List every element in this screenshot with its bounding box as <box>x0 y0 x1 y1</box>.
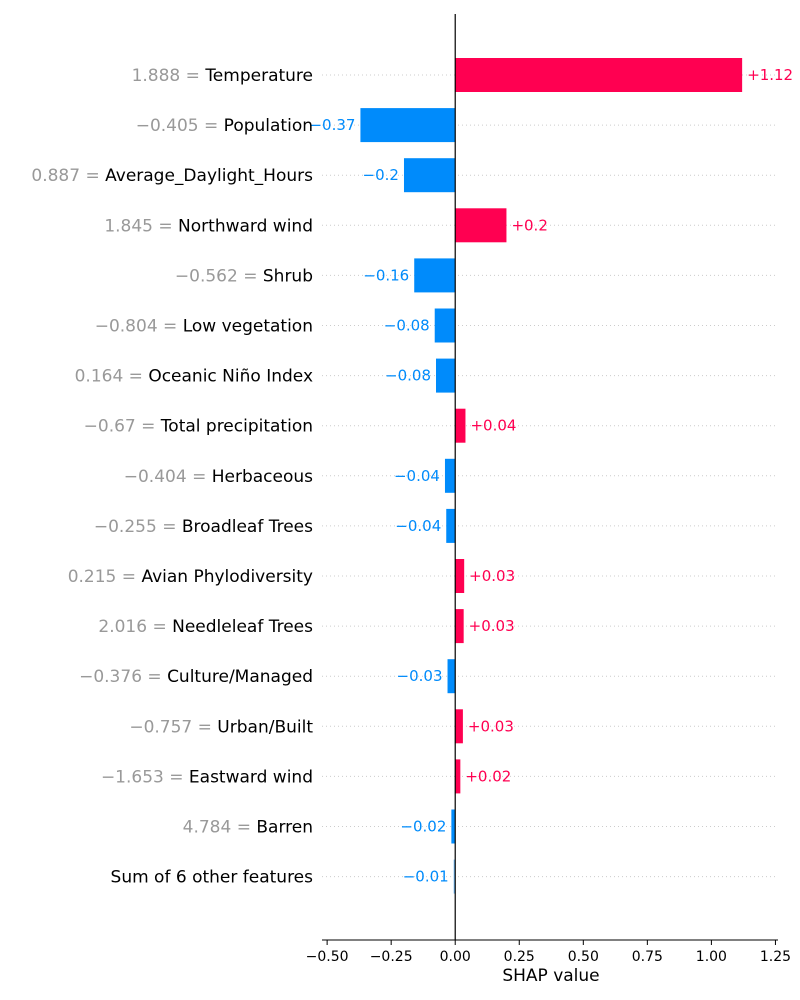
feature-value: 2.016 = <box>98 617 172 637</box>
bar-value-label: −0.04 <box>394 467 440 485</box>
feature-value: −0.757 = <box>129 717 217 737</box>
bar-value-label: −0.03 <box>397 667 443 685</box>
feature-value: −0.67 = <box>84 417 161 437</box>
x-tick-label: −0.25 <box>370 949 413 965</box>
x-tick-label: −0.50 <box>306 949 349 965</box>
bar-value-label: +0.03 <box>468 717 514 735</box>
bar-value-label: +1.12 <box>747 66 793 84</box>
feature-name: Average_Daylight_Hours <box>105 166 313 186</box>
feature-labels: 1.888 = Temperature −0.405 = Population 0.… <box>31 66 313 888</box>
bar <box>451 809 456 844</box>
bar <box>455 559 465 593</box>
feature-value: 4.784 = <box>183 818 257 838</box>
bars <box>360 58 743 894</box>
bar-value-label: −0.2 <box>363 166 399 184</box>
x-tick-label: 0.50 <box>568 949 599 965</box>
feature-label: −0.376 = Culture/Managed <box>79 667 313 687</box>
bar <box>446 508 456 543</box>
bar <box>455 759 461 794</box>
feature-label: 2.016 = Needleleaf Trees <box>98 617 313 637</box>
feature-value: 1.888 = <box>132 66 206 86</box>
feature-label: −0.562 = Shrub <box>175 266 313 286</box>
feature-name: Needleleaf Trees <box>172 617 313 637</box>
feature-value: −0.804 = <box>95 317 183 337</box>
x-tick-label: 0.75 <box>632 949 663 965</box>
row-gridlines <box>322 74 778 878</box>
feature-label: 0.215 = Avian Phylodiversity <box>68 567 313 587</box>
x-axis-ticks: −0.50 −0.25 0.00 0.25 0.50 0.75 1.00 1.25 <box>306 940 791 965</box>
feature-value: −0.255 = <box>94 517 182 537</box>
feature-value: −0.376 = <box>79 667 167 687</box>
feature-name: Population <box>224 116 313 136</box>
bar-value-label: −0.08 <box>385 367 431 385</box>
bar <box>444 458 456 493</box>
feature-value: −0.405 = <box>136 116 224 136</box>
feature-label: −0.67 = Total precipitation <box>84 417 313 437</box>
feature-name: Herbaceous <box>212 467 313 487</box>
bar <box>403 158 456 193</box>
feature-value: 0.164 = <box>75 367 149 387</box>
bar <box>414 258 456 293</box>
bar-value-labels: +1.12 −0.37 −0.2 +0.2 −0.16 −0.08 −0.08 +0.04 −0… <box>309 66 793 886</box>
bar <box>436 358 456 393</box>
feature-value: −0.404 = <box>124 467 212 487</box>
x-tick-label: 0.00 <box>440 949 471 965</box>
bar <box>455 609 464 644</box>
feature-label: −0.757 = Urban/Built <box>129 717 313 737</box>
bar-value-label: +0.03 <box>469 567 515 585</box>
bar-value-label: −0.04 <box>395 517 441 535</box>
feature-value: 0.887 = <box>31 166 105 186</box>
bar <box>360 108 456 143</box>
x-tick-label: 1.00 <box>696 949 727 965</box>
feature-label: 4.784 = Barren <box>183 818 313 838</box>
feature-name: Sum of 6 other features <box>111 868 314 888</box>
x-tick-label: 1.25 <box>760 949 791 965</box>
bar-value-label: −0.01 <box>403 868 449 886</box>
feature-label: −0.405 = Population <box>136 116 313 136</box>
feature-label: −1.653 = Eastward wind <box>101 767 313 787</box>
feature-name: Broadleaf Trees <box>182 517 313 537</box>
feature-label: 1.845 = Northward wind <box>104 216 313 236</box>
feature-name: Urban/Built <box>217 717 313 737</box>
feature-label: −0.404 = Herbaceous <box>124 467 313 487</box>
feature-label: 0.887 = Average_Daylight_Hours <box>31 166 313 186</box>
feature-value: 1.845 = <box>104 216 178 236</box>
feature-label: 1.888 = Temperature <box>132 66 313 86</box>
bar <box>434 308 456 343</box>
feature-name: Oceanic Niño Index <box>148 367 313 387</box>
feature-label: −0.255 = Broadleaf Trees <box>94 517 313 537</box>
bar <box>447 659 456 694</box>
x-axis-label: SHAP value <box>502 966 599 986</box>
bar-value-label: −0.08 <box>384 317 430 335</box>
feature-name: Eastward wind <box>189 767 313 787</box>
feature-value: −0.562 = <box>175 266 263 286</box>
feature-name: Low vegetation <box>183 317 313 337</box>
feature-name: Culture/Managed <box>167 667 313 687</box>
feature-value: −1.653 = <box>101 767 189 787</box>
bar <box>453 859 456 894</box>
feature-name: Temperature <box>204 66 313 86</box>
feature-label: −0.804 = Low vegetation <box>95 317 313 337</box>
bar <box>455 709 463 744</box>
feature-name: Total precipitation <box>160 417 313 437</box>
bar <box>455 408 466 443</box>
feature-value: 0.215 = <box>68 567 142 587</box>
bar-value-label: +0.04 <box>470 417 516 435</box>
bar-value-label: −0.16 <box>363 266 409 284</box>
feature-label: Sum of 6 other features <box>111 868 314 888</box>
bar-value-label: +0.03 <box>469 617 515 635</box>
feature-name: Shrub <box>263 266 313 286</box>
bar <box>455 208 507 243</box>
x-tick-label: 0.25 <box>504 949 535 965</box>
bar-value-label: +0.02 <box>465 767 511 785</box>
feature-label: 0.164 = Oceanic Niño Index <box>75 367 313 387</box>
bar-value-label: −0.02 <box>400 818 446 836</box>
bar-value-label: +0.2 <box>511 216 547 234</box>
bar <box>455 58 743 92</box>
feature-name: Avian Phylodiversity <box>141 567 313 587</box>
bar-value-label: −0.37 <box>309 116 355 134</box>
feature-name: Northward wind <box>178 216 313 236</box>
feature-name: Barren <box>256 818 313 838</box>
